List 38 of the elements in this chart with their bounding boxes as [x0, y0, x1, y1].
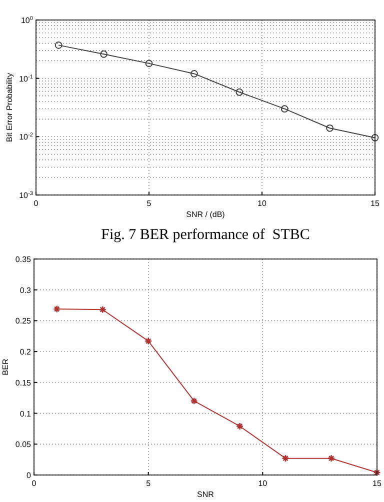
y-tick-label: 0	[26, 471, 32, 480]
x-axis-title: SNR / (dB)	[186, 210, 226, 219]
x-tick-label: 0	[34, 199, 39, 208]
point	[236, 422, 244, 430]
x-tick-label: 5	[146, 199, 152, 208]
point	[327, 454, 336, 462]
x-tick-label: 15	[370, 199, 380, 208]
x-axis-title: SNR	[197, 490, 214, 499]
y-axis-title: BER	[1, 358, 10, 376]
y-tick-label: 0.35	[15, 255, 32, 264]
caption: Fig. 7 BER performance of STBC	[101, 227, 310, 243]
point	[144, 337, 152, 345]
y-tick-label: 0.2	[20, 348, 32, 357]
y-tick-label: 10$^{-1}$	[19, 74, 33, 84]
y-tick-label: 10$^{0}$	[20, 16, 33, 25]
y-tick-label: 0.05	[15, 440, 32, 450]
point	[326, 124, 334, 132]
point	[282, 454, 290, 462]
point	[100, 50, 108, 58]
x-tick-label: 5	[146, 479, 152, 488]
x-tick-label: 10	[258, 199, 267, 208]
point	[190, 70, 198, 78]
y-tick-label: 0.25	[15, 316, 32, 326]
x-tick-label: 15	[372, 479, 382, 488]
point	[54, 41, 62, 49]
point	[190, 397, 198, 405]
y-tick-label: 10$^{-2}$	[19, 132, 33, 142]
y-tick-label: 0.15	[15, 378, 32, 388]
point	[145, 60, 153, 68]
point	[280, 105, 288, 113]
point	[98, 306, 106, 314]
point	[371, 134, 379, 142]
point	[236, 88, 244, 96]
y-axis-title: Bit Error Probability	[5, 73, 14, 142]
y-tick-label: 10$^{-3}$	[19, 191, 33, 200]
y-tick-label: 0.3	[20, 286, 32, 295]
y-tick-label: 0.1	[20, 409, 32, 418]
x-tick-label: 10	[258, 479, 268, 488]
